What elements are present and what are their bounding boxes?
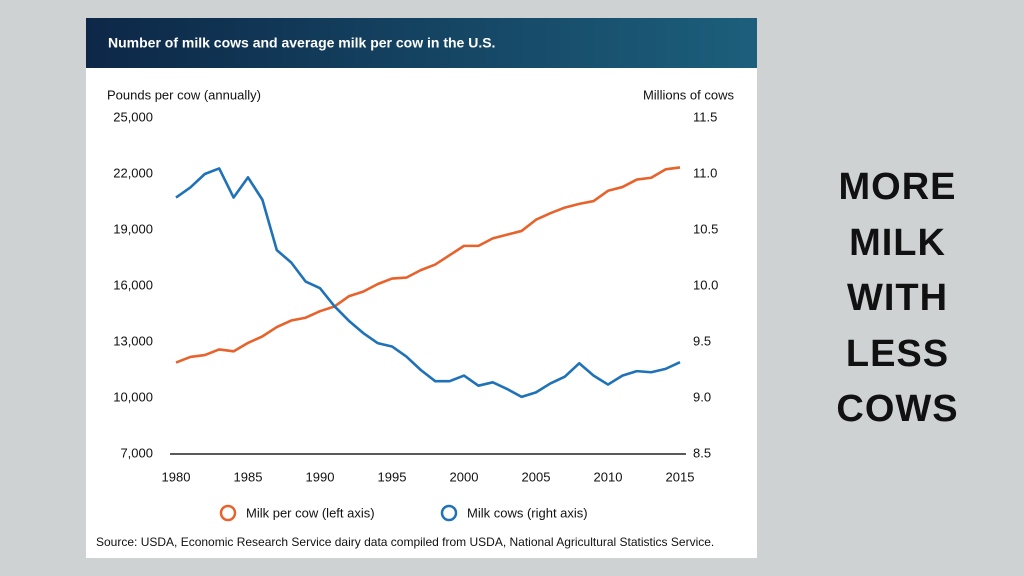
x-tick-label: 2015 [666, 469, 695, 484]
x-tick-label: 1980 [162, 469, 191, 484]
y2-tick-label: 11.0 [693, 165, 717, 180]
y2-tick-label: 10.5 [693, 221, 718, 236]
x-tick-label: 2010 [594, 469, 623, 484]
chart-title: Number of milk cows and average milk per… [108, 35, 495, 51]
y-tick-label: 19,000 [113, 221, 153, 236]
y2-tick-label: 9.0 [693, 389, 711, 404]
y-tick-label: 7,000 [120, 445, 153, 460]
legend-label: Milk cows (right axis) [467, 505, 588, 520]
y2-tick-label: 11.5 [693, 109, 717, 124]
data-line [175, 167, 681, 399]
legend-label: Milk per cow (left axis) [246, 505, 375, 520]
y-tick-label: 16,000 [113, 277, 153, 292]
y-tick-label: 22,000 [113, 165, 153, 180]
y2-axis-title: Millions of cows [643, 87, 735, 102]
side-text-line: MORE [838, 166, 957, 208]
side-text-line: LESS [845, 332, 950, 375]
title-bar [86, 18, 757, 68]
x-tick-label: 1990 [306, 469, 335, 484]
chart-panel [86, 18, 757, 558]
legend-marker [440, 504, 458, 522]
x-tick-label: 2000 [450, 469, 479, 484]
side-text: MORE MILK WITH LESS COWS [800, 160, 995, 438]
side-text-line: MILK [849, 221, 946, 264]
y-tick-label: 25,000 [113, 109, 153, 124]
y2-tick-label: 8.5 [693, 445, 711, 460]
y2-tick-label: 9.5 [693, 333, 711, 348]
legend-marker [219, 504, 237, 522]
y-tick-label: 13,000 [113, 333, 153, 348]
side-text-line: COWS [836, 388, 959, 430]
y-tick-label: 10,000 [113, 389, 153, 404]
y2-tick-label: 10.0 [693, 277, 718, 292]
source-note: Source: USDA, Economic Research Service … [96, 535, 714, 549]
x-tick-label: 1995 [378, 469, 407, 484]
x-tick-label: 1985 [234, 469, 263, 484]
side-text-line: WITH [846, 277, 949, 319]
data-line [175, 166, 681, 364]
x-tick-label: 2005 [522, 469, 551, 484]
y-axis-title: Pounds per cow (annually) [107, 87, 261, 102]
